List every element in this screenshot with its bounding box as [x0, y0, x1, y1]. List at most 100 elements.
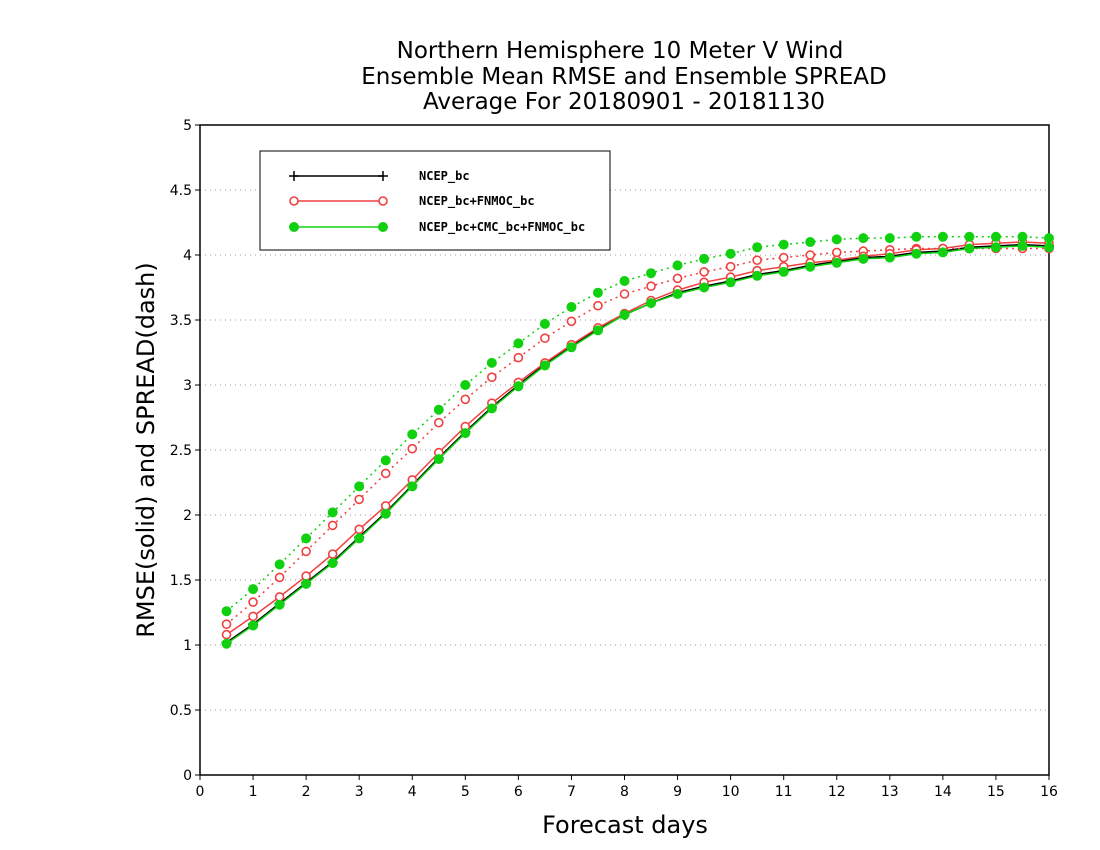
y-tick-label: 4.5	[170, 183, 192, 199]
x-tick-label: 4	[408, 784, 417, 800]
spread-point	[725, 261, 736, 272]
spread-point	[672, 260, 683, 271]
rmse-point	[539, 360, 550, 371]
rmse-point	[1044, 242, 1054, 253]
spread-point	[646, 281, 656, 292]
spread-point	[911, 231, 922, 242]
legend-entry: NCEP_bc	[289, 169, 470, 184]
legend-entry: NCEP_bc+FNMOC_bc	[289, 194, 535, 209]
rmse-point	[433, 454, 444, 465]
x-tick-label: 6	[514, 784, 523, 800]
rmse-point	[937, 247, 948, 258]
spread-point	[699, 267, 709, 277]
spread-point	[486, 357, 497, 368]
x-tick-label: 14	[934, 784, 952, 800]
rmse-point	[805, 261, 816, 272]
spread-point	[540, 333, 550, 344]
spread-point	[407, 443, 418, 454]
spread-point	[831, 234, 842, 245]
spread-point	[407, 429, 418, 440]
legend-marker	[289, 171, 299, 181]
rmse-point	[221, 629, 232, 640]
y-tick-label: 1	[183, 638, 192, 654]
rmse-point	[725, 277, 736, 288]
rmse-point	[699, 282, 710, 293]
legend: NCEP_bc NCEP_bc+FNMOC_bc NCEP_bc+CMC_bc+FN…	[259, 150, 611, 251]
y-tick-label: 2	[183, 508, 192, 524]
x-tick-label: 13	[881, 784, 899, 800]
spread-point	[1044, 233, 1054, 244]
x-tick-label: 12	[828, 784, 846, 800]
rmse-point	[619, 309, 630, 320]
spread-point	[380, 455, 391, 466]
spread-point	[1017, 231, 1028, 242]
rmse-point	[911, 248, 922, 259]
spread-point	[274, 572, 285, 583]
rmse-point	[407, 481, 418, 492]
title-line-3: Average For 20180901 - 20181130	[423, 89, 825, 115]
legend-marker	[378, 222, 388, 232]
spread-point	[248, 597, 258, 607]
spread-point	[513, 338, 524, 349]
rmse-point	[274, 599, 285, 610]
spread-point	[805, 250, 816, 260]
rmse-point	[380, 501, 391, 511]
y-axis-label: RMSE(solid) and SPREAD(dash)	[132, 262, 160, 638]
y-tick-label: 1.5	[170, 573, 192, 589]
rmse-point	[778, 266, 789, 277]
chart-title: Northern Hemisphere 10 Meter V Wind Ense…	[361, 38, 886, 115]
spread-point	[646, 268, 657, 279]
spread-point	[221, 606, 232, 617]
legend-marker	[378, 196, 388, 206]
spread-point	[725, 248, 736, 259]
rmse-point	[327, 549, 338, 559]
spread-point	[593, 300, 603, 311]
x-tick-label: 15	[987, 784, 1005, 800]
rmse-point	[831, 257, 842, 268]
rmse-point	[990, 242, 1001, 253]
spread-point	[699, 253, 710, 264]
x-tick-label: 1	[249, 784, 258, 800]
spread-point	[752, 242, 763, 253]
rmse-point	[354, 524, 364, 535]
legend-label: NCEP_bc+CMC_bc+FNMOC_bc	[419, 220, 585, 235]
rmse-point	[221, 638, 232, 649]
spread-point	[327, 507, 338, 518]
rmse-point	[380, 508, 391, 519]
spread-point	[778, 252, 789, 263]
x-tick-label: 16	[1040, 784, 1058, 800]
legend-marker	[289, 196, 299, 206]
legend-marker	[289, 222, 299, 232]
spread-point	[301, 546, 311, 557]
rmse-point	[672, 289, 683, 299]
y-tick-label: 0	[183, 768, 192, 784]
y-tick-label: 5	[183, 118, 192, 134]
rmse-point	[752, 270, 763, 281]
y-tick-label: 3	[183, 378, 192, 394]
spread-point	[301, 533, 312, 544]
rmse-point	[592, 325, 603, 336]
spread-point	[884, 233, 895, 244]
rmse-point	[301, 578, 312, 589]
x-axis-ticks: 0 1 2 3 4 5 6 7 8 9 10 11 12 13 14 15 16	[196, 775, 1058, 800]
spread-point	[460, 380, 471, 390]
legend-entry: NCEP_bc+CMC_bc+FNMOC_bc	[289, 220, 585, 235]
y-tick-label: 2.5	[170, 443, 192, 459]
y-tick-label: 3.5	[170, 313, 192, 329]
series-NCEP_bc+CMC_bc+FNMOC_bc	[221, 231, 1054, 649]
rmse-point	[646, 298, 657, 309]
spread-point	[778, 239, 789, 250]
series-layer	[221, 231, 1054, 649]
spread-point	[566, 302, 577, 312]
rmse-point	[486, 403, 497, 414]
rmse-point	[460, 428, 471, 439]
x-tick-label: 3	[355, 784, 364, 800]
spread-point	[354, 481, 365, 492]
rmse-point	[566, 342, 577, 353]
rmse-point	[327, 558, 338, 569]
x-tick-label: 8	[620, 784, 629, 800]
rmse-point	[248, 620, 259, 631]
spread-point	[566, 316, 577, 327]
